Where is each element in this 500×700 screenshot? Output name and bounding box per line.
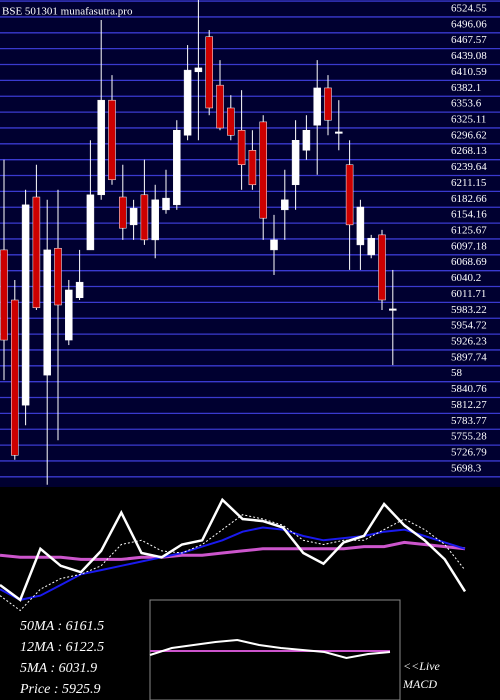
y-tick-label: 5840.76 (451, 383, 487, 395)
y-tick-label: 6524.55 (451, 2, 487, 14)
candle-body (43, 249, 51, 376)
y-tick-label: 5783.77 (451, 415, 487, 427)
y-tick-label: 6097.18 (451, 240, 487, 252)
legend-label: 12MA : 6122.5 (20, 640, 104, 655)
price-panel (0, 0, 500, 487)
y-tick-label: 6040.2 (451, 272, 481, 284)
candle-body (389, 308, 397, 311)
candle-body (21, 204, 30, 406)
y-tick-label: 6382.1 (451, 82, 481, 94)
candle-body (162, 197, 170, 211)
y-tick-label: 6496.06 (451, 18, 487, 30)
indicator-line (0, 540, 466, 561)
chart-title: BSE 501301 munafasutra.pro (2, 6, 133, 18)
candle-body (324, 87, 332, 121)
candle-body (237, 129, 246, 165)
candle-body (75, 281, 84, 299)
legend-label: 5MA : 6031.9 (20, 661, 97, 676)
candle-body (291, 140, 300, 186)
y-tick-label: 6353.6 (451, 98, 482, 110)
y-tick-label: 5897.74 (451, 351, 487, 363)
candle-body (259, 121, 267, 219)
candle-body (302, 129, 311, 151)
candle-body (248, 150, 257, 186)
candle-body (194, 67, 203, 73)
candle-body (151, 199, 159, 241)
y-tick-label: 5954.72 (451, 320, 487, 332)
y-tick-label: 6011.71 (451, 288, 486, 300)
y-tick-label: 6296.62 (451, 129, 487, 141)
y-tick-label: 6154.16 (451, 209, 487, 221)
y-tick-label: 6325.11 (451, 113, 486, 125)
legend-label: 50MA : 6161.5 (20, 619, 104, 634)
y-tick-label: 5812.27 (451, 399, 487, 411)
candle-body (183, 69, 192, 136)
candle-body (270, 239, 278, 251)
candle-body (367, 237, 375, 256)
y-tick-label: 6182.66 (451, 193, 487, 205)
candle-body (65, 289, 73, 341)
candle-body (129, 207, 138, 226)
indicator-line (0, 526, 466, 601)
indicator-panel (0, 487, 500, 700)
candle-body (216, 84, 224, 129)
y-tick-label: 5726.79 (451, 446, 487, 458)
y-tick-label: 6439.08 (451, 50, 487, 62)
candle-body (32, 196, 41, 309)
candle-body (205, 36, 213, 109)
candle-body (108, 99, 116, 181)
candle-body (140, 194, 149, 241)
candle-body (119, 196, 127, 229)
indicator-line (0, 497, 467, 602)
candle-body (11, 299, 19, 456)
candle-body (86, 194, 95, 251)
candle-body (281, 199, 289, 211)
candle-body (378, 234, 386, 301)
candle-body (356, 206, 365, 246)
y-tick-label: 6239.64 (451, 161, 487, 173)
y-tick-label: 6211.15 (451, 177, 487, 189)
legend-label: Price : 5925.9 (19, 682, 100, 697)
candle-body (54, 247, 62, 306)
candle-body (227, 107, 235, 136)
y-tick-label: 5983.22 (451, 304, 487, 316)
candle-body (0, 249, 8, 341)
macd-label: MACD (402, 677, 437, 691)
y-tick-label: 5926.23 (451, 335, 487, 347)
macd-label: <<Live (403, 659, 441, 673)
y-tick-label: 5698.3 (451, 462, 482, 474)
y-tick-label: 58 (451, 367, 463, 379)
y-tick-label: 5755.28 (451, 431, 487, 443)
candle-body (173, 129, 181, 206)
y-tick-label: 6268.13 (451, 145, 487, 157)
candle-body (335, 131, 343, 134)
y-tick-label: 6068.69 (451, 256, 487, 268)
y-tick-label: 6125.67 (451, 224, 487, 236)
indicator-line (0, 514, 466, 612)
y-tick-label: 6410.59 (451, 66, 487, 78)
candle-body (345, 164, 354, 226)
macd-line (149, 638, 391, 660)
y-tick-label: 6467.57 (451, 34, 487, 46)
candle-body (313, 87, 321, 126)
candle-body (97, 99, 105, 196)
